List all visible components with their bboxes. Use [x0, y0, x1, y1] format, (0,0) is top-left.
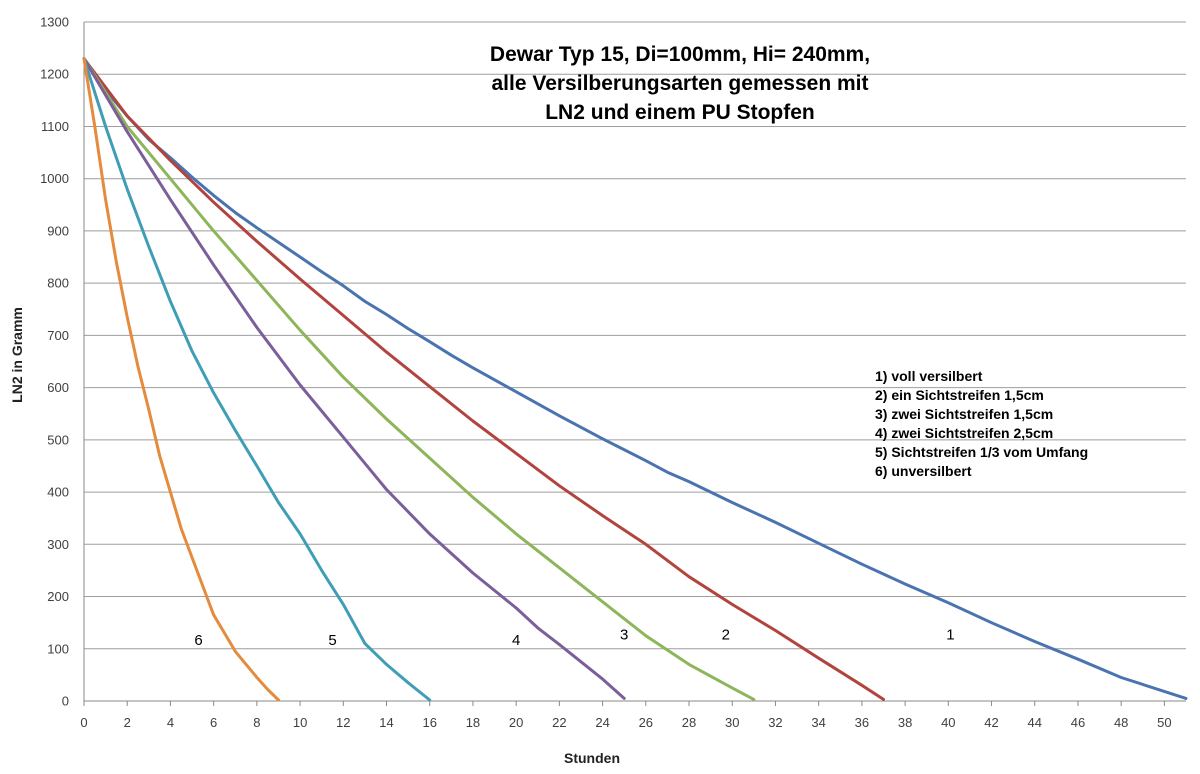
- x-tick-label: 34: [811, 715, 825, 730]
- y-tick-label: 1300: [40, 15, 69, 30]
- legend-item-4: 4) zwei Sichtstreifen 2,5cm: [875, 425, 1053, 441]
- x-tick-label: 20: [509, 715, 523, 730]
- legend-item-1: 1) voll versilbert: [875, 368, 983, 384]
- x-tick-label: 48: [1114, 715, 1128, 730]
- series-label-5: 5: [328, 632, 336, 649]
- x-tick-label: 40: [941, 715, 955, 730]
- series-label-2: 2: [722, 627, 730, 644]
- legend-item-5: 5) Sichtstreifen 1/3 vom Umfang: [875, 444, 1088, 460]
- series-label-6: 6: [194, 632, 202, 649]
- chart-title: Dewar Typ 15, Di=100mm, Hi= 240mm, alle …: [490, 43, 870, 124]
- y-tick-label: 300: [47, 537, 69, 552]
- x-tick-label: 10: [293, 715, 307, 730]
- x-tick-label: 50: [1157, 715, 1171, 730]
- x-tick-label: 4: [167, 715, 174, 730]
- x-axis-title: Stunden: [564, 750, 620, 766]
- y-tick-label: 600: [47, 380, 69, 395]
- legend-item-3: 3) zwei Sichtstreifen 1,5cm: [875, 406, 1053, 422]
- y-tick-label: 500: [47, 432, 69, 447]
- x-tick-label: 14: [379, 715, 393, 730]
- y-tick-label: 200: [47, 589, 69, 604]
- x-tick-label: 28: [682, 715, 696, 730]
- gridlines: [84, 21, 1186, 650]
- series-label-3: 3: [620, 627, 628, 644]
- x-tick-label: 36: [855, 715, 869, 730]
- x-tick-label: 12: [336, 715, 350, 730]
- x-tick-label: 38: [898, 715, 912, 730]
- series-line-3: [82, 57, 756, 701]
- legend: 1) voll versilbert 2) ein Sichtstreifen …: [875, 368, 1088, 479]
- y-tick-label: 1200: [40, 67, 69, 82]
- x-tick-label: 46: [1071, 715, 1085, 730]
- series-label-4: 4: [512, 632, 520, 649]
- series-line-4: [82, 57, 626, 700]
- legend-item-6: 6) unversilbert: [875, 463, 972, 479]
- y-tick-label: 700: [47, 328, 69, 343]
- axes: 0100200300400500600700800900100011001200…: [40, 15, 1186, 730]
- y-axis-title: LN2 in Gramm: [9, 307, 25, 403]
- x-tick-label: 2: [124, 715, 131, 730]
- x-tick-label: 42: [984, 715, 998, 730]
- x-tick-label: 16: [422, 715, 436, 730]
- x-tick-label: 18: [466, 715, 480, 730]
- y-tick-label: 0: [62, 694, 69, 709]
- x-tick-label: 24: [595, 715, 609, 730]
- legend-item-2: 2) ein Sichtstreifen 1,5cm: [875, 387, 1044, 403]
- series-line-2: [82, 57, 885, 701]
- y-tick-label: 100: [47, 641, 69, 656]
- y-tick-label: 800: [47, 276, 69, 291]
- y-tick-label: 1000: [40, 171, 69, 186]
- series-line-5: [82, 57, 432, 702]
- x-tick-label: 22: [552, 715, 566, 730]
- series-labels: 1 2 3 4 5 6: [194, 627, 954, 649]
- series-lines: [82, 57, 1188, 702]
- series-line-1: [82, 57, 1188, 700]
- series-label-1: 1: [946, 627, 954, 644]
- chart-title-line-2: alle Versilberungsarten gemessen mit: [492, 72, 869, 95]
- y-tick-label: 400: [47, 485, 69, 500]
- chart-title-line-3: LN2 und einem PU Stopfen: [545, 101, 815, 124]
- x-tick-label: 32: [768, 715, 782, 730]
- x-tick-label: 30: [725, 715, 739, 730]
- y-tick-label: 900: [47, 223, 69, 238]
- x-tick-label: 44: [1028, 715, 1042, 730]
- y-tick-label: 1100: [41, 119, 69, 134]
- chart-title-line-1: Dewar Typ 15, Di=100mm, Hi= 240mm,: [490, 43, 870, 66]
- x-tick-label: 6: [210, 715, 217, 730]
- series-line-6: [82, 57, 280, 702]
- x-tick-label: 0: [80, 715, 87, 730]
- x-tick-label: 26: [639, 715, 653, 730]
- x-tick-label: 8: [253, 715, 260, 730]
